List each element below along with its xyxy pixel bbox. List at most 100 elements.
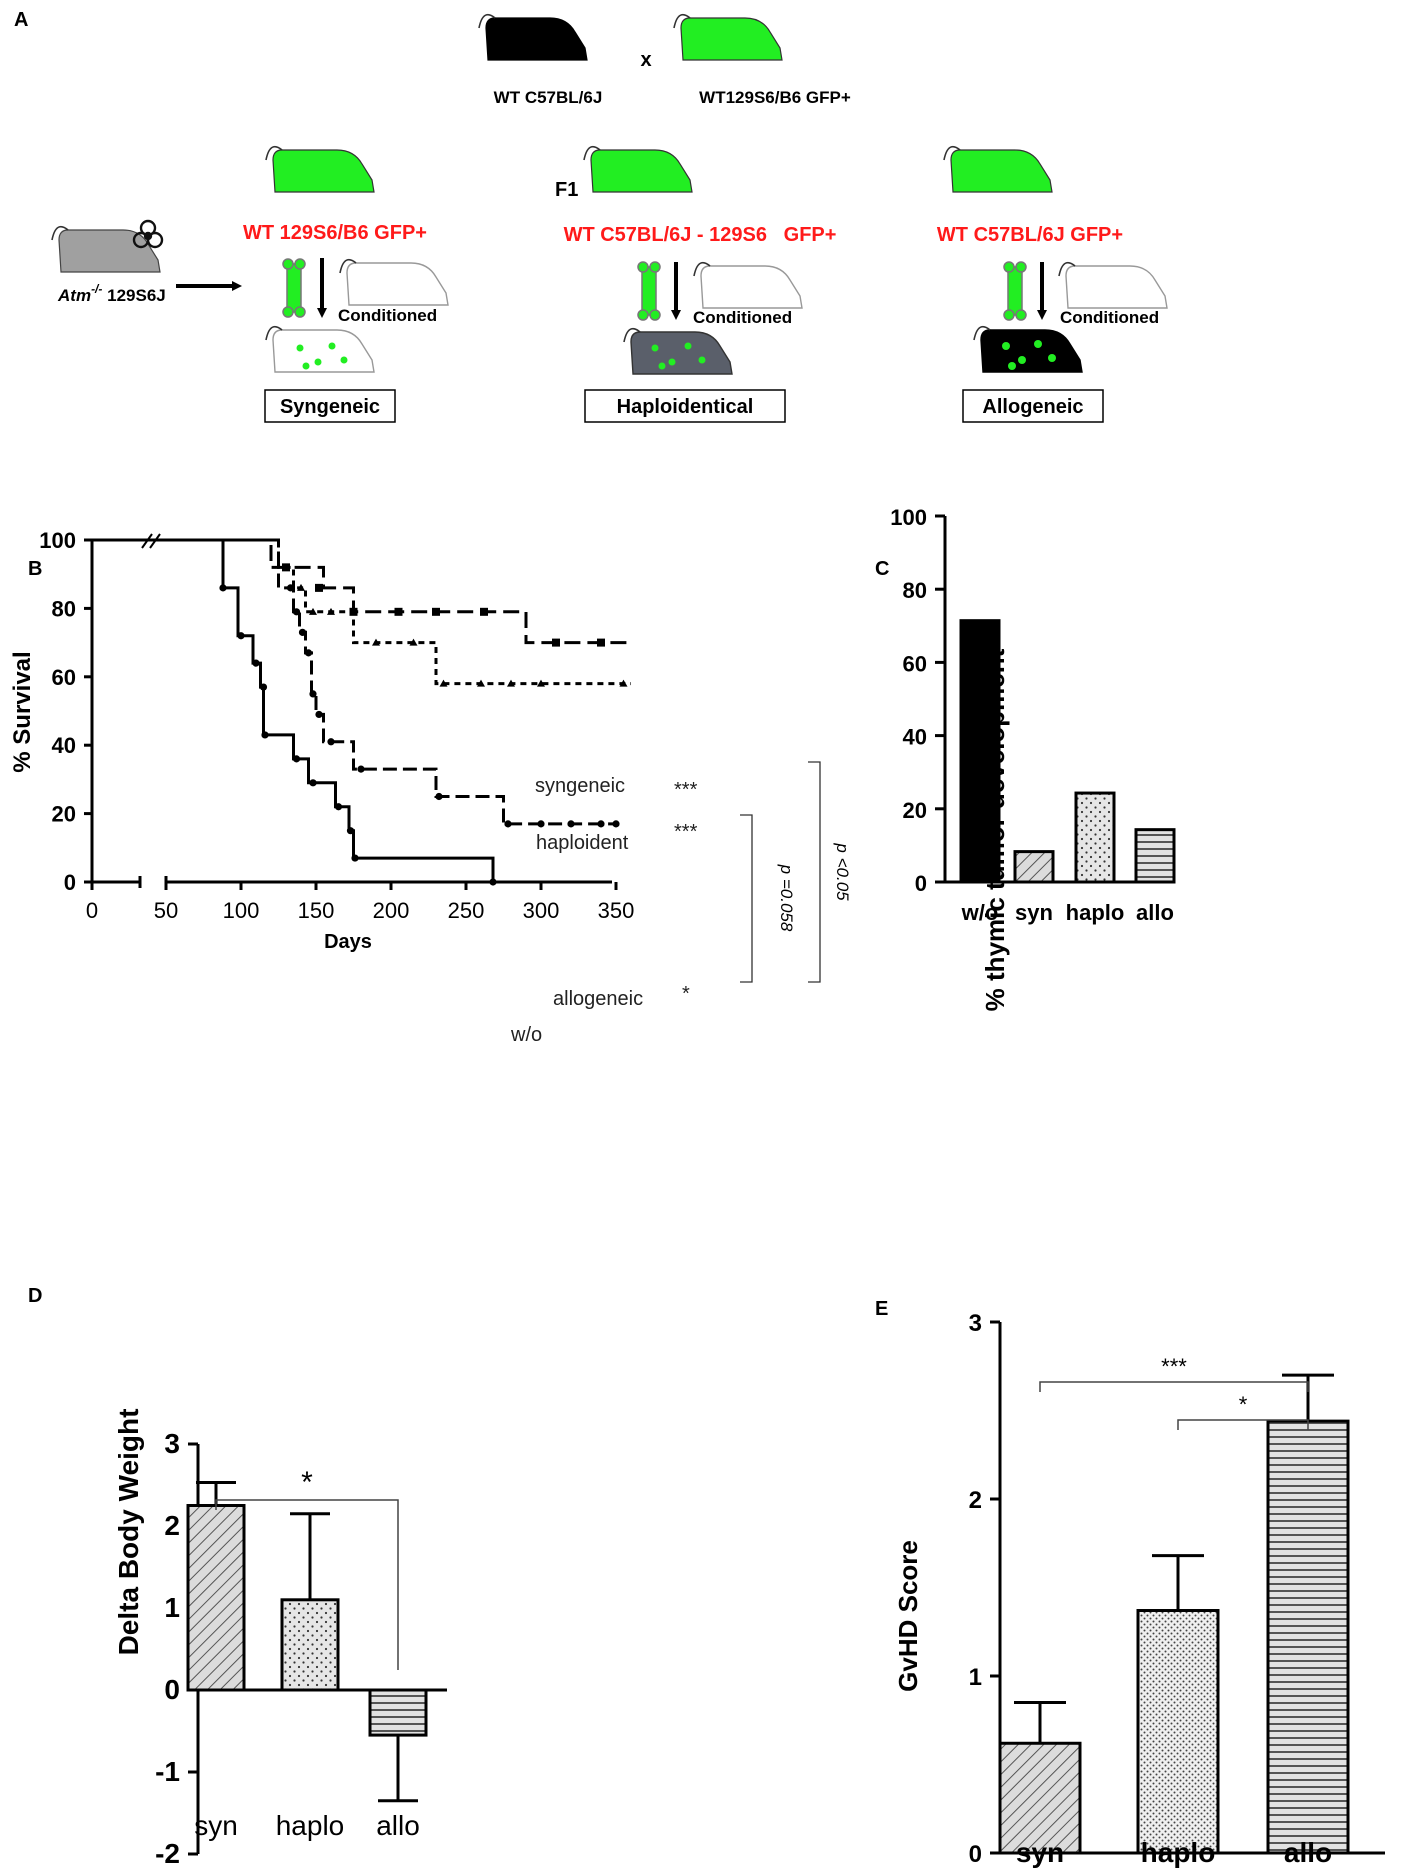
y-tick-label: 60 bbox=[52, 665, 76, 690]
outcome-box bbox=[962, 389, 1104, 423]
censor-mark bbox=[439, 679, 448, 687]
donor-mouse-icon bbox=[265, 145, 375, 193]
panel-label-a: A bbox=[14, 9, 28, 31]
outcome-mouse-icon bbox=[973, 325, 1083, 373]
x-tick-label: 0 bbox=[86, 898, 98, 923]
y-tick-label: 100 bbox=[39, 528, 76, 553]
censor-mark bbox=[619, 679, 628, 687]
biohazard-icon bbox=[132, 219, 164, 249]
censor-mark bbox=[292, 608, 301, 616]
label-haploident: haploident bbox=[536, 832, 629, 854]
donor-mouse-icon bbox=[943, 145, 1053, 193]
x-tick-label: 200 bbox=[373, 898, 410, 923]
label-syngeneic: syngeneic bbox=[535, 775, 625, 797]
label-allogeneic: allogeneic bbox=[553, 988, 643, 1010]
y-tick-label: 0 bbox=[164, 1674, 180, 1705]
significance-bracket bbox=[1177, 1419, 1309, 1430]
significance-bracket bbox=[215, 1499, 399, 1670]
censor-mark bbox=[480, 607, 488, 616]
censor-mark bbox=[309, 690, 317, 698]
survival-series bbox=[92, 538, 631, 886]
censor-mark bbox=[309, 779, 317, 787]
green-mouse-icon bbox=[673, 13, 783, 61]
conditioned-label: Conditioned bbox=[693, 308, 792, 327]
y-tick-label: 80 bbox=[52, 596, 76, 621]
survival-axes: 0 20 40 60 80 100 0 50 100 150 200 250 300 350 bbox=[39, 528, 634, 923]
category-label: allo bbox=[1136, 900, 1174, 925]
category-label: haplo bbox=[1141, 1837, 1216, 1868]
group-allogeneic: WT C57BL/6J GFP+ Conditioned Allogeneic bbox=[937, 145, 1168, 423]
bracket-inner bbox=[740, 814, 753, 983]
tumor-chart: 0 20 40 60 80 100 w/o syn haplo allo bbox=[890, 505, 1176, 925]
bar-allo bbox=[1134, 828, 1176, 884]
y-tick-label: 1 bbox=[164, 1592, 180, 1623]
y-tick-label: 2 bbox=[969, 1487, 982, 1514]
y-tick-label: 0 bbox=[969, 1841, 982, 1868]
y-tick-label: 3 bbox=[969, 1310, 982, 1337]
category-label: haplo bbox=[1066, 900, 1125, 925]
conditioned-label: Conditioned bbox=[338, 306, 437, 325]
panel-c: C 0 20 40 60 80 100 w/o syn haplo allo % thymic t… bbox=[875, 505, 1176, 1011]
x-tick-label: 100 bbox=[223, 898, 260, 923]
y-tick-label: 40 bbox=[903, 725, 927, 750]
censor-mark bbox=[315, 583, 323, 592]
censor-mark bbox=[282, 563, 290, 571]
bar-haplo bbox=[1136, 1609, 1220, 1855]
censor-mark bbox=[537, 820, 545, 828]
bone-icon bbox=[1003, 261, 1027, 321]
f1-label: F1 bbox=[555, 179, 578, 201]
bar-allo bbox=[1266, 1419, 1350, 1855]
censor-mark bbox=[477, 679, 485, 687]
x-tick-label: 150 bbox=[298, 898, 335, 923]
censor-mark bbox=[297, 583, 305, 591]
censor-mark bbox=[286, 584, 295, 592]
censor-mark bbox=[315, 710, 323, 719]
series-allogeneic bbox=[92, 538, 620, 828]
survival-line bbox=[92, 538, 616, 826]
censor-mark bbox=[597, 638, 605, 647]
y-tick-label: 2 bbox=[164, 1510, 180, 1541]
bar-haplo bbox=[1074, 791, 1116, 884]
group-syngeneic: WT 129S6/B6 GFP+ Conditioned Syngeneic bbox=[243, 145, 449, 423]
outcome-label-allogeneic: Allogeneic bbox=[982, 396, 1083, 418]
bracket-inner-label: p =0.058 bbox=[777, 864, 796, 932]
label-wo: w/o bbox=[510, 1024, 542, 1046]
y-tick-label: -1 bbox=[155, 1756, 180, 1787]
bar-wo bbox=[959, 619, 1001, 884]
censor-mark bbox=[504, 820, 512, 828]
x-tick-label: 250 bbox=[448, 898, 485, 923]
censor-mark bbox=[292, 755, 301, 763]
gfp-cells bbox=[651, 342, 706, 370]
panel-label-e: E bbox=[875, 1298, 888, 1320]
survival-line bbox=[92, 538, 631, 686]
censor-mark bbox=[357, 765, 365, 773]
panel-label-b: B bbox=[28, 558, 42, 580]
conditioned-label: Conditioned bbox=[1060, 308, 1159, 327]
category-label: syn bbox=[1016, 1837, 1064, 1868]
bar-syn bbox=[998, 1741, 1082, 1855]
series-haploident bbox=[92, 538, 631, 687]
gfp-cells bbox=[1002, 340, 1056, 370]
recipient-group: Atm-/- 129S6J bbox=[51, 219, 242, 305]
recipient-label-prefix: Atm bbox=[57, 286, 91, 305]
y-tick-label: 60 bbox=[903, 651, 927, 676]
censor-mark bbox=[219, 584, 227, 592]
x-tick-label: 50 bbox=[154, 898, 178, 923]
category-label: w/o bbox=[961, 900, 999, 925]
gfp-cells bbox=[296, 342, 348, 370]
panel-b: B 0 20 40 60 80 100 0 50 100 150 200 250 300 350 % Su… bbox=[9, 528, 852, 1046]
y-tick-label: 20 bbox=[52, 802, 76, 827]
stars-haploident: *** bbox=[674, 821, 698, 843]
donor-label-allogeneic: WT C57BL/6J GFP+ bbox=[937, 224, 1123, 246]
bar-syn bbox=[186, 1504, 246, 1692]
significance-label: *** bbox=[1161, 1354, 1187, 1379]
censor-mark bbox=[567, 820, 575, 828]
panel-a: A x WT C57BL/6J WT129S6/B6 GFP+ Atm-/- 1… bbox=[14, 9, 1168, 423]
category-label: syn bbox=[194, 1810, 238, 1841]
significance-bracket bbox=[1039, 1381, 1309, 1392]
panel-label-c: C bbox=[875, 558, 889, 580]
cross-symbol: x bbox=[640, 49, 651, 71]
censor-mark bbox=[298, 628, 307, 636]
body-weight-chart: -2 -1 0 1 2 3 syn haplo allo * bbox=[155, 1428, 447, 1869]
